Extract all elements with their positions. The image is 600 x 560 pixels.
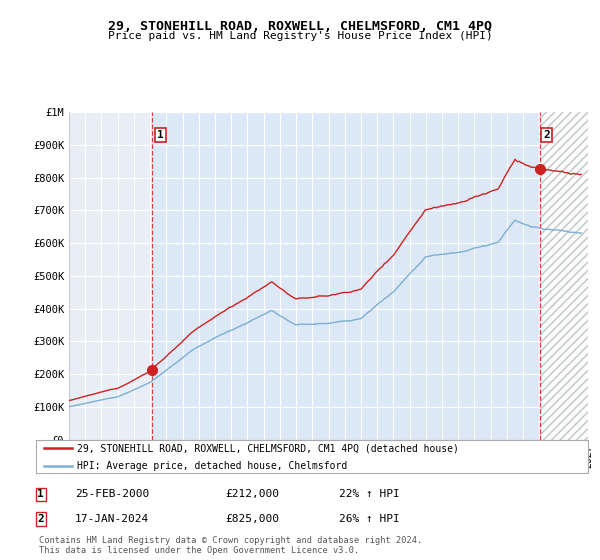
Text: 29, STONEHILL ROAD, ROXWELL, CHELMSFORD, CM1 4PQ: 29, STONEHILL ROAD, ROXWELL, CHELMSFORD,… xyxy=(108,20,492,32)
Text: Price paid vs. HM Land Registry's House Price Index (HPI): Price paid vs. HM Land Registry's House … xyxy=(107,31,493,41)
Bar xyxy=(152,112,540,440)
Text: 1: 1 xyxy=(157,130,164,140)
Text: 29, STONEHILL ROAD, ROXWELL, CHELMSFORD, CM1 4PQ (detached house): 29, STONEHILL ROAD, ROXWELL, CHELMSFORD,… xyxy=(77,444,459,454)
Text: £212,000: £212,000 xyxy=(225,489,279,500)
Text: 22% ↑ HPI: 22% ↑ HPI xyxy=(339,489,400,500)
Text: HPI: Average price, detached house, Chelmsford: HPI: Average price, detached house, Chel… xyxy=(77,461,347,472)
Text: 25-FEB-2000: 25-FEB-2000 xyxy=(75,489,149,500)
Text: 1: 1 xyxy=(37,489,44,500)
Text: Contains HM Land Registry data © Crown copyright and database right 2024.
This d: Contains HM Land Registry data © Crown c… xyxy=(39,536,422,555)
Text: 17-JAN-2024: 17-JAN-2024 xyxy=(75,514,149,524)
Text: 2: 2 xyxy=(37,514,44,524)
Bar xyxy=(540,112,588,440)
Text: 2: 2 xyxy=(544,130,550,140)
Text: 26% ↑ HPI: 26% ↑ HPI xyxy=(339,514,400,524)
Text: £825,000: £825,000 xyxy=(225,514,279,524)
